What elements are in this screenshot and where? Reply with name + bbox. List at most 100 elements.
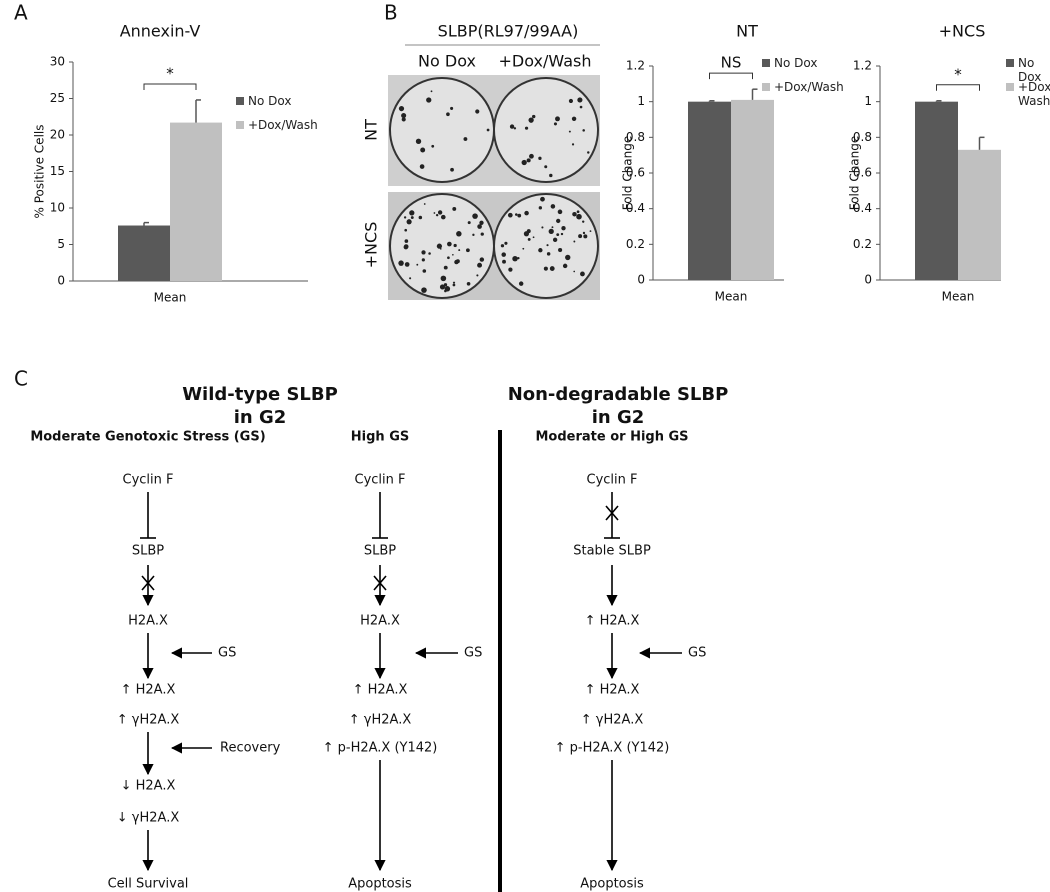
node: ↓ γH2A.X: [117, 811, 180, 826]
colony: [436, 243, 443, 249]
diagram-title: Wild-type SLBP: [182, 384, 338, 405]
colony: [561, 226, 566, 231]
colony: [550, 204, 556, 209]
colony: [578, 234, 583, 239]
legend-label: No Dox: [248, 94, 292, 108]
y-tick-label: 0.6: [853, 166, 872, 180]
y-axis-label: Fold Change: [621, 136, 635, 211]
y-tick-label: 0: [57, 274, 65, 288]
colony: [439, 284, 446, 290]
legend-swatch: [762, 83, 770, 91]
colony: [480, 232, 484, 236]
colony: [540, 196, 545, 202]
y-tick-label: 0: [864, 273, 872, 287]
colony: [543, 266, 548, 271]
colony: [406, 219, 412, 225]
colony: [517, 256, 520, 260]
colony: [527, 237, 531, 241]
colony: [486, 128, 490, 132]
chart-title: +NCS: [939, 22, 986, 41]
node: ↑ γH2A.X: [349, 713, 412, 728]
colony: [419, 164, 425, 169]
node: SLBP: [364, 544, 396, 559]
colony: [456, 231, 462, 237]
colony: [443, 283, 448, 287]
colony: [477, 224, 482, 229]
colony: [546, 252, 551, 256]
x-tick-label: Mean: [154, 291, 187, 305]
colony: [509, 124, 515, 129]
colony: [401, 117, 406, 122]
colony: [541, 226, 544, 229]
colony: [526, 229, 531, 234]
colony: [502, 259, 506, 264]
colony: [422, 269, 427, 273]
panel-label: B: [384, 1, 398, 25]
colony: [552, 237, 558, 243]
colony: [472, 213, 478, 219]
colony: [421, 250, 426, 255]
legend-swatch: [1006, 59, 1014, 67]
colony: [556, 218, 561, 224]
panel-label: A: [14, 1, 28, 25]
legend-label: No Dox: [1018, 56, 1042, 84]
colony: [582, 129, 585, 132]
colony: [416, 263, 419, 266]
chart-title: Annexin-V: [120, 22, 201, 41]
legend-label: +Dox/ Wash: [1018, 80, 1050, 108]
y-tick-label: 0: [637, 273, 645, 287]
significance-bracket: [709, 72, 753, 80]
colony: [472, 233, 475, 237]
legend-entry: +Dox/Wash: [762, 80, 852, 94]
y-tick-label: 1.2: [626, 59, 645, 73]
colony: [532, 236, 535, 239]
column-header: Moderate or High GS: [535, 430, 688, 445]
y-tick-label: 15: [50, 164, 65, 178]
image-row: +NCS: [362, 222, 381, 269]
colony: [518, 281, 524, 286]
colony: [475, 109, 480, 114]
legend-swatch: [762, 59, 770, 67]
plate-photos: [388, 75, 600, 300]
x-tick-label: Mean: [715, 290, 748, 304]
colony: [452, 206, 457, 211]
colony: [403, 216, 407, 219]
input-label: GS: [218, 646, 236, 661]
colony: [562, 263, 568, 269]
node: ↑ H2A.X: [585, 683, 640, 698]
node: ↑ p-H2A.X (Y142): [323, 741, 438, 756]
bar: [915, 101, 958, 281]
colony: [440, 214, 446, 220]
legend-swatch: [1006, 83, 1014, 91]
legend-label: No Dox: [774, 56, 818, 70]
colony: [571, 143, 575, 146]
colony: [404, 228, 408, 232]
colony: [583, 234, 588, 239]
bar: [170, 122, 222, 281]
colony: [428, 252, 431, 255]
y-tick-label: 0.6: [626, 166, 645, 180]
image-column: +Dox/Wash: [499, 52, 592, 71]
image-title: SLBP(RL97/99AA): [438, 22, 579, 41]
legend-swatch: [236, 97, 244, 105]
node: Cyclin F: [355, 473, 406, 488]
significance-bracket: [936, 84, 980, 91]
colony: [568, 130, 571, 133]
node: ↑ p-H2A.X (Y142): [555, 741, 670, 756]
bar: [731, 99, 774, 280]
colony: [548, 228, 554, 235]
node: ↑ H2A.X: [585, 614, 640, 629]
input-label: GS: [688, 646, 706, 661]
node: H2A.X: [360, 614, 400, 629]
colony: [463, 137, 468, 141]
column-header: Moderate Genotoxic Stress (GS): [30, 430, 265, 445]
colony: [410, 216, 414, 220]
colony: [476, 274, 479, 277]
colony: [409, 277, 412, 280]
node: ↓ H2A.X: [121, 779, 176, 794]
colony: [504, 241, 508, 245]
colony: [513, 127, 517, 130]
y-axis-label: Fold Change: [848, 136, 862, 211]
colony: [544, 165, 548, 169]
